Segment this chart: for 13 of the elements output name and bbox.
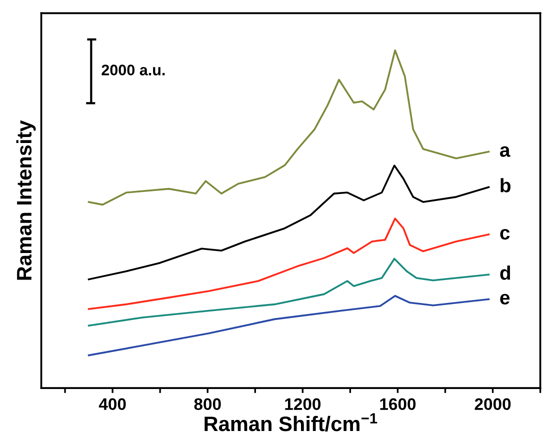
- x-tick-label: 2000: [474, 398, 511, 410]
- x-tick-label: 1600: [380, 398, 416, 410]
- series-label: b: [500, 178, 510, 192]
- x-tick-label: 1200: [285, 398, 321, 410]
- x-tick-label: 400: [98, 398, 126, 410]
- y-axis-title: Raman Intensity: [16, 120, 36, 280]
- series-label: e: [500, 294, 510, 304]
- annotation: 2000 a.u.: [102, 64, 165, 76]
- series-label: d: [500, 266, 510, 280]
- x-tick-label: 800: [194, 398, 221, 410]
- x-axis-title: Raman Shift/cm$^{−1}$: [204, 413, 378, 432]
- series-label: a: [500, 146, 510, 157]
- series-label: c: [500, 228, 510, 240]
